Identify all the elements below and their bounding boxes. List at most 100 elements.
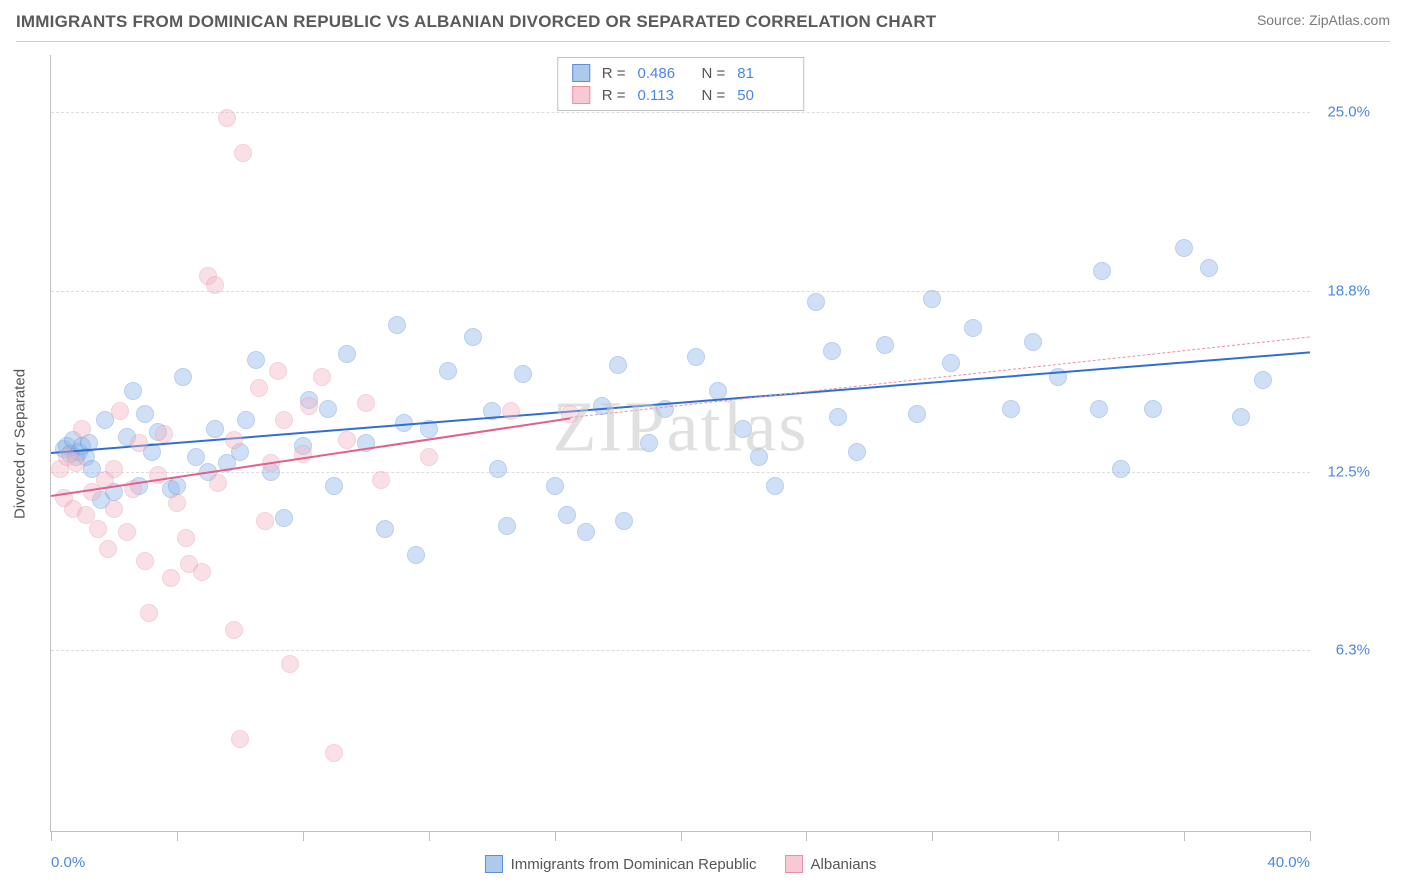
- scatter-point-albanian: [256, 512, 274, 530]
- x-tick: [806, 831, 807, 841]
- y-tick-label: 25.0%: [1314, 104, 1370, 121]
- scatter-point-albanian: [155, 425, 173, 443]
- x-tick: [681, 831, 682, 841]
- scatter-point-dominican: [338, 345, 356, 363]
- scatter-point-albanian: [281, 655, 299, 673]
- scatter-point-dominican: [923, 290, 941, 308]
- scatter-point-dominican: [136, 405, 154, 423]
- scatter-point-albanian: [140, 604, 158, 622]
- scatter-point-albanian: [250, 379, 268, 397]
- stats-row-dominican: R = 0.486 N = 81: [572, 64, 790, 82]
- scatter-point-dominican: [876, 336, 894, 354]
- scatter-point-albanian: [275, 411, 293, 429]
- scatter-point-dominican: [615, 512, 633, 530]
- scatter-point-dominican: [609, 356, 627, 374]
- y-tick-label: 18.8%: [1314, 282, 1370, 299]
- scatter-point-dominican: [1090, 400, 1108, 418]
- scatter-point-dominican: [237, 411, 255, 429]
- stats-legend-box: R = 0.486 N = 81 R = 0.113 N = 50: [557, 57, 805, 111]
- scatter-point-dominican: [964, 319, 982, 337]
- scatter-point-albanian: [502, 402, 520, 420]
- plot-area: Divorced or Separated ZIPatlas R = 0.486…: [50, 55, 1310, 832]
- scatter-point-dominican: [1024, 333, 1042, 351]
- n-value-albanian: 50: [737, 87, 789, 104]
- scatter-point-dominican: [319, 400, 337, 418]
- bottom-legend: Immigrants from Dominican Republic Alban…: [51, 855, 1310, 873]
- scatter-point-dominican: [546, 477, 564, 495]
- x-tick: [1058, 831, 1059, 841]
- n-label: N =: [702, 87, 726, 104]
- scatter-point-dominican: [325, 477, 343, 495]
- scatter-point-dominican: [558, 506, 576, 524]
- scatter-point-dominican: [498, 517, 516, 535]
- source-label: Source: ZipAtlas.com: [1257, 12, 1390, 28]
- y-tick-label: 12.5%: [1314, 463, 1370, 480]
- scatter-point-dominican: [388, 316, 406, 334]
- scatter-point-albanian: [73, 420, 91, 438]
- scatter-point-albanian: [225, 621, 243, 639]
- scatter-point-albanian: [136, 552, 154, 570]
- header-bar: IMMIGRANTS FROM DOMINICAN REPUBLIC VS AL…: [16, 12, 1390, 42]
- scatter-point-albanian: [209, 474, 227, 492]
- legend-label-dominican: Immigrants from Dominican Republic: [511, 856, 757, 873]
- scatter-point-albanian: [372, 471, 390, 489]
- scatter-point-dominican: [1144, 400, 1162, 418]
- gridline: [51, 112, 1310, 113]
- scatter-point-albanian: [231, 730, 249, 748]
- swatch-dominican: [485, 855, 503, 873]
- scatter-point-albanian: [338, 431, 356, 449]
- scatter-point-dominican: [168, 477, 186, 495]
- trend-line-albanian-dashed: [570, 337, 1310, 418]
- scatter-point-albanian: [218, 109, 236, 127]
- scatter-point-dominican: [275, 509, 293, 527]
- x-tick: [555, 831, 556, 841]
- scatter-point-dominican: [1200, 259, 1218, 277]
- scatter-point-albanian: [130, 434, 148, 452]
- scatter-point-albanian: [313, 368, 331, 386]
- scatter-point-albanian: [294, 445, 312, 463]
- scatter-point-dominican: [687, 348, 705, 366]
- scatter-point-dominican: [640, 434, 658, 452]
- scatter-point-dominican: [1254, 371, 1272, 389]
- scatter-point-dominican: [829, 408, 847, 426]
- swatch-dominican: [572, 64, 590, 82]
- scatter-point-dominican: [124, 382, 142, 400]
- scatter-point-dominican: [489, 460, 507, 478]
- chart-title: IMMIGRANTS FROM DOMINICAN REPUBLIC VS AL…: [16, 12, 936, 32]
- scatter-point-albanian: [193, 563, 211, 581]
- scatter-point-dominican: [1093, 262, 1111, 280]
- scatter-point-albanian: [234, 144, 252, 162]
- swatch-albanian: [785, 855, 803, 873]
- scatter-point-albanian: [325, 744, 343, 762]
- scatter-point-dominican: [1232, 408, 1250, 426]
- x-tick: [177, 831, 178, 841]
- scatter-point-albanian: [357, 394, 375, 412]
- plot-canvas: ZIPatlas R = 0.486 N = 81 R = 0.113 N = …: [50, 55, 1310, 832]
- scatter-point-dominican: [807, 293, 825, 311]
- x-tick-label: 0.0%: [51, 854, 85, 871]
- scatter-point-dominican: [464, 328, 482, 346]
- legend-label-albanian: Albanians: [811, 856, 877, 873]
- r-label: R =: [602, 87, 626, 104]
- scatter-point-dominican: [1112, 460, 1130, 478]
- scatter-point-dominican: [1175, 239, 1193, 257]
- r-value-albanian: 0.113: [638, 87, 690, 104]
- swatch-albanian: [572, 86, 590, 104]
- gridline: [51, 291, 1310, 292]
- scatter-point-dominican: [823, 342, 841, 360]
- gridline: [51, 650, 1310, 651]
- scatter-point-albanian: [67, 454, 85, 472]
- scatter-point-albanian: [162, 569, 180, 587]
- x-tick: [1310, 831, 1311, 841]
- x-tick-label: 40.0%: [1267, 854, 1310, 871]
- scatter-point-albanian: [105, 500, 123, 518]
- scatter-point-albanian: [225, 431, 243, 449]
- x-tick: [51, 831, 52, 841]
- r-label: R =: [602, 65, 626, 82]
- scatter-point-albanian: [420, 448, 438, 466]
- legend-item-albanian: Albanians: [785, 855, 877, 873]
- stats-row-albanian: R = 0.113 N = 50: [572, 86, 790, 104]
- legend-item-dominican: Immigrants from Dominican Republic: [485, 855, 757, 873]
- scatter-point-dominican: [407, 546, 425, 564]
- scatter-point-dominican: [750, 448, 768, 466]
